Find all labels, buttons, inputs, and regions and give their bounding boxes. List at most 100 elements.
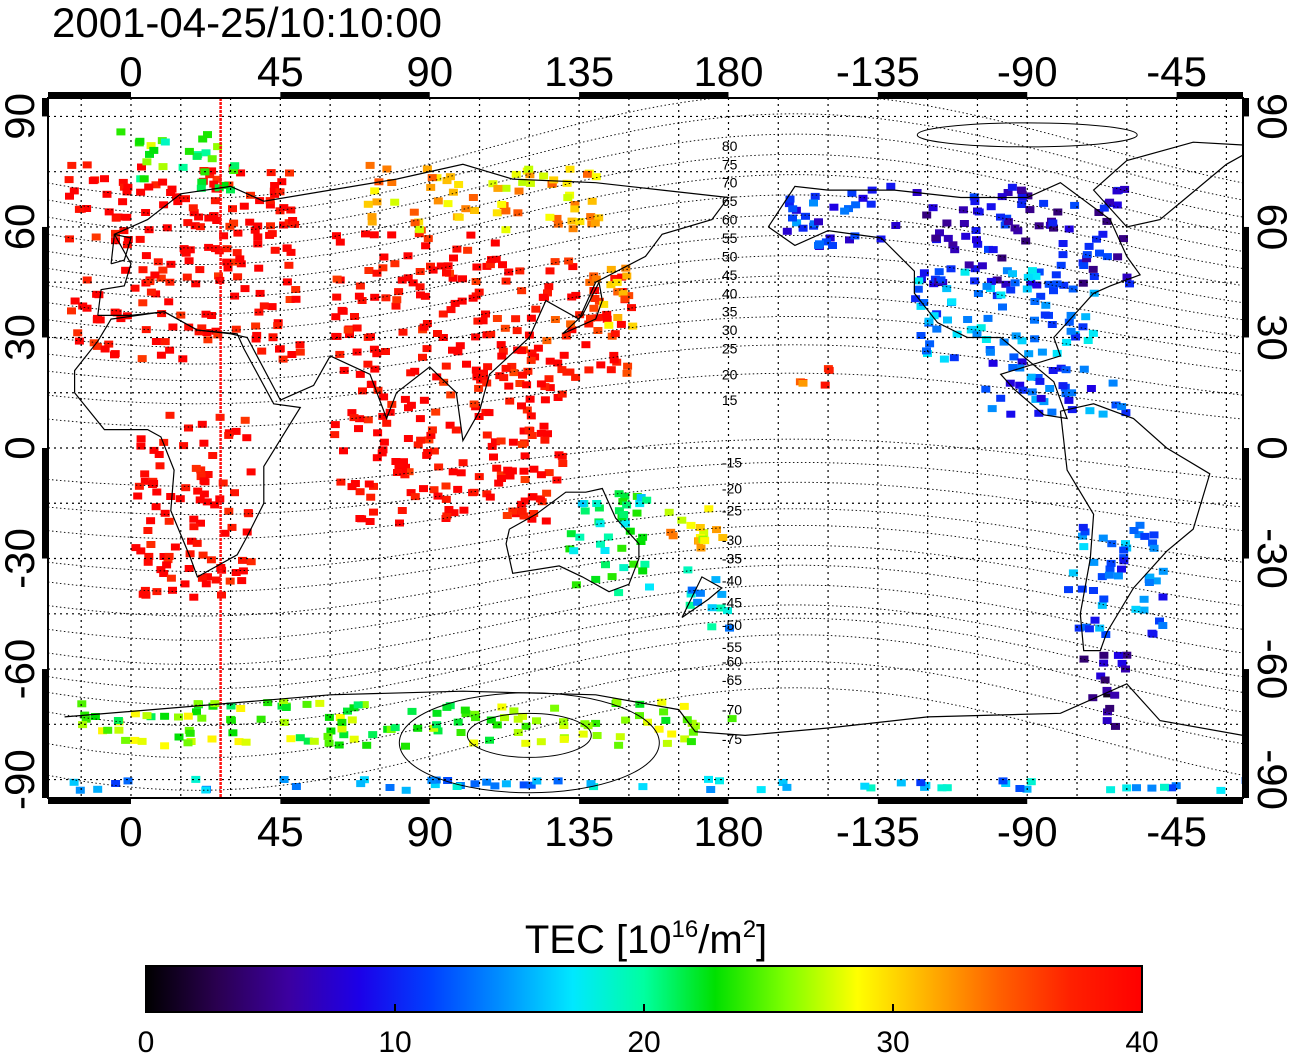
tec-cell xyxy=(413,724,423,732)
tec-cell xyxy=(414,230,424,238)
tec-cell xyxy=(195,496,205,504)
tec-cell xyxy=(220,529,230,537)
tec-cell xyxy=(695,524,705,531)
tec-region xyxy=(1079,651,1132,730)
tec-cell xyxy=(860,782,870,790)
tec-cell xyxy=(490,782,500,790)
contour-pole-ring xyxy=(916,122,1138,148)
x-tick-label-bottom: -90 xyxy=(997,808,1058,855)
tec-cell xyxy=(580,507,590,515)
tec-cell xyxy=(1033,374,1043,381)
tec-cell xyxy=(550,258,560,266)
tec-cell xyxy=(520,476,530,483)
tec-cell xyxy=(568,225,578,233)
tec-cell xyxy=(345,331,354,338)
tec-cell xyxy=(500,714,509,722)
tec-cell xyxy=(285,296,295,303)
tec-cell xyxy=(1058,240,1068,247)
tec-cell xyxy=(1105,565,1115,573)
y-tick-label-right: -30 xyxy=(1249,528,1292,589)
contour-label: -40 xyxy=(722,573,742,589)
tec-cell xyxy=(190,222,200,230)
tec-cell xyxy=(356,780,366,788)
tec-cell xyxy=(204,214,214,222)
tec-cell xyxy=(541,517,551,525)
tec-cell xyxy=(508,507,518,515)
tec-cell xyxy=(332,232,341,240)
tec-cell xyxy=(935,229,944,237)
tec-cell xyxy=(1112,187,1122,195)
tec-cell xyxy=(532,777,542,785)
tec-cell xyxy=(336,478,346,486)
tec-cell xyxy=(353,701,363,709)
tec-cell xyxy=(788,214,797,222)
x-tick-label-top: 0 xyxy=(119,48,142,95)
tec-cell xyxy=(156,566,166,574)
tec-cell xyxy=(167,185,177,193)
tec-cell xyxy=(1079,365,1089,373)
tec-cell xyxy=(370,187,380,195)
tec-cell xyxy=(635,500,645,508)
tec-cell xyxy=(984,245,993,253)
tec-cell xyxy=(423,449,433,456)
tec-cell xyxy=(452,245,462,253)
tec-cell xyxy=(1098,534,1108,542)
tec-cell xyxy=(291,295,301,303)
tec-cell xyxy=(943,234,953,242)
tec-cell xyxy=(326,727,336,735)
tec-cell xyxy=(253,222,263,230)
magnetic-contour xyxy=(48,214,1243,299)
tec-cell xyxy=(1149,531,1159,539)
tec-cell xyxy=(629,560,639,568)
tec-cell xyxy=(209,212,219,220)
tec-cell xyxy=(712,526,721,534)
tec-cell xyxy=(1031,395,1041,403)
tec-cell xyxy=(497,703,507,711)
tec-cell xyxy=(987,405,997,413)
tec-cell xyxy=(525,395,535,403)
tec-cell xyxy=(531,305,541,313)
tec-cell xyxy=(619,511,629,518)
tec-cell xyxy=(387,231,397,239)
tec-cell xyxy=(828,242,837,249)
tec-cell xyxy=(520,452,530,460)
tec-cell xyxy=(445,173,455,181)
tec-cell xyxy=(228,205,237,213)
tec-cell xyxy=(499,374,509,382)
x-tick-label-top: 135 xyxy=(544,48,614,95)
tec-cell xyxy=(679,702,689,710)
y-tick-label-right: -90 xyxy=(1249,749,1292,810)
coastline xyxy=(110,233,132,265)
tec-cell xyxy=(696,544,706,552)
tec-cell xyxy=(1051,271,1061,279)
tec-cell xyxy=(193,487,203,495)
tec-cell xyxy=(1034,409,1044,417)
tec-cell xyxy=(330,431,340,439)
tec-cell xyxy=(896,779,906,787)
tec-cell xyxy=(1117,403,1127,411)
tec-cell xyxy=(279,221,289,229)
tec-cell xyxy=(492,315,502,322)
tec-cell xyxy=(355,515,365,522)
tec-cell xyxy=(1090,616,1100,624)
y-tick-label-right: 30 xyxy=(1249,314,1292,361)
tec-cell xyxy=(525,179,535,187)
tec-cell xyxy=(1088,265,1098,273)
tec-cell xyxy=(592,732,602,739)
tec-cell xyxy=(1098,230,1108,238)
contour-label: 60 xyxy=(722,212,738,228)
tec-cell xyxy=(932,325,942,333)
tec-cell xyxy=(983,314,993,322)
tec-cell xyxy=(401,463,410,471)
tec-cell xyxy=(706,786,716,793)
tec-cell xyxy=(824,366,834,374)
tec-cell xyxy=(515,267,525,275)
tec-cell xyxy=(1056,364,1066,372)
tec-cell xyxy=(381,348,390,355)
tec-cell xyxy=(218,479,228,487)
tec-cell xyxy=(642,496,652,504)
tec-cell xyxy=(398,467,407,475)
tec-cell xyxy=(67,307,76,315)
tec-cell xyxy=(1108,379,1118,387)
tec-cell xyxy=(203,573,212,581)
